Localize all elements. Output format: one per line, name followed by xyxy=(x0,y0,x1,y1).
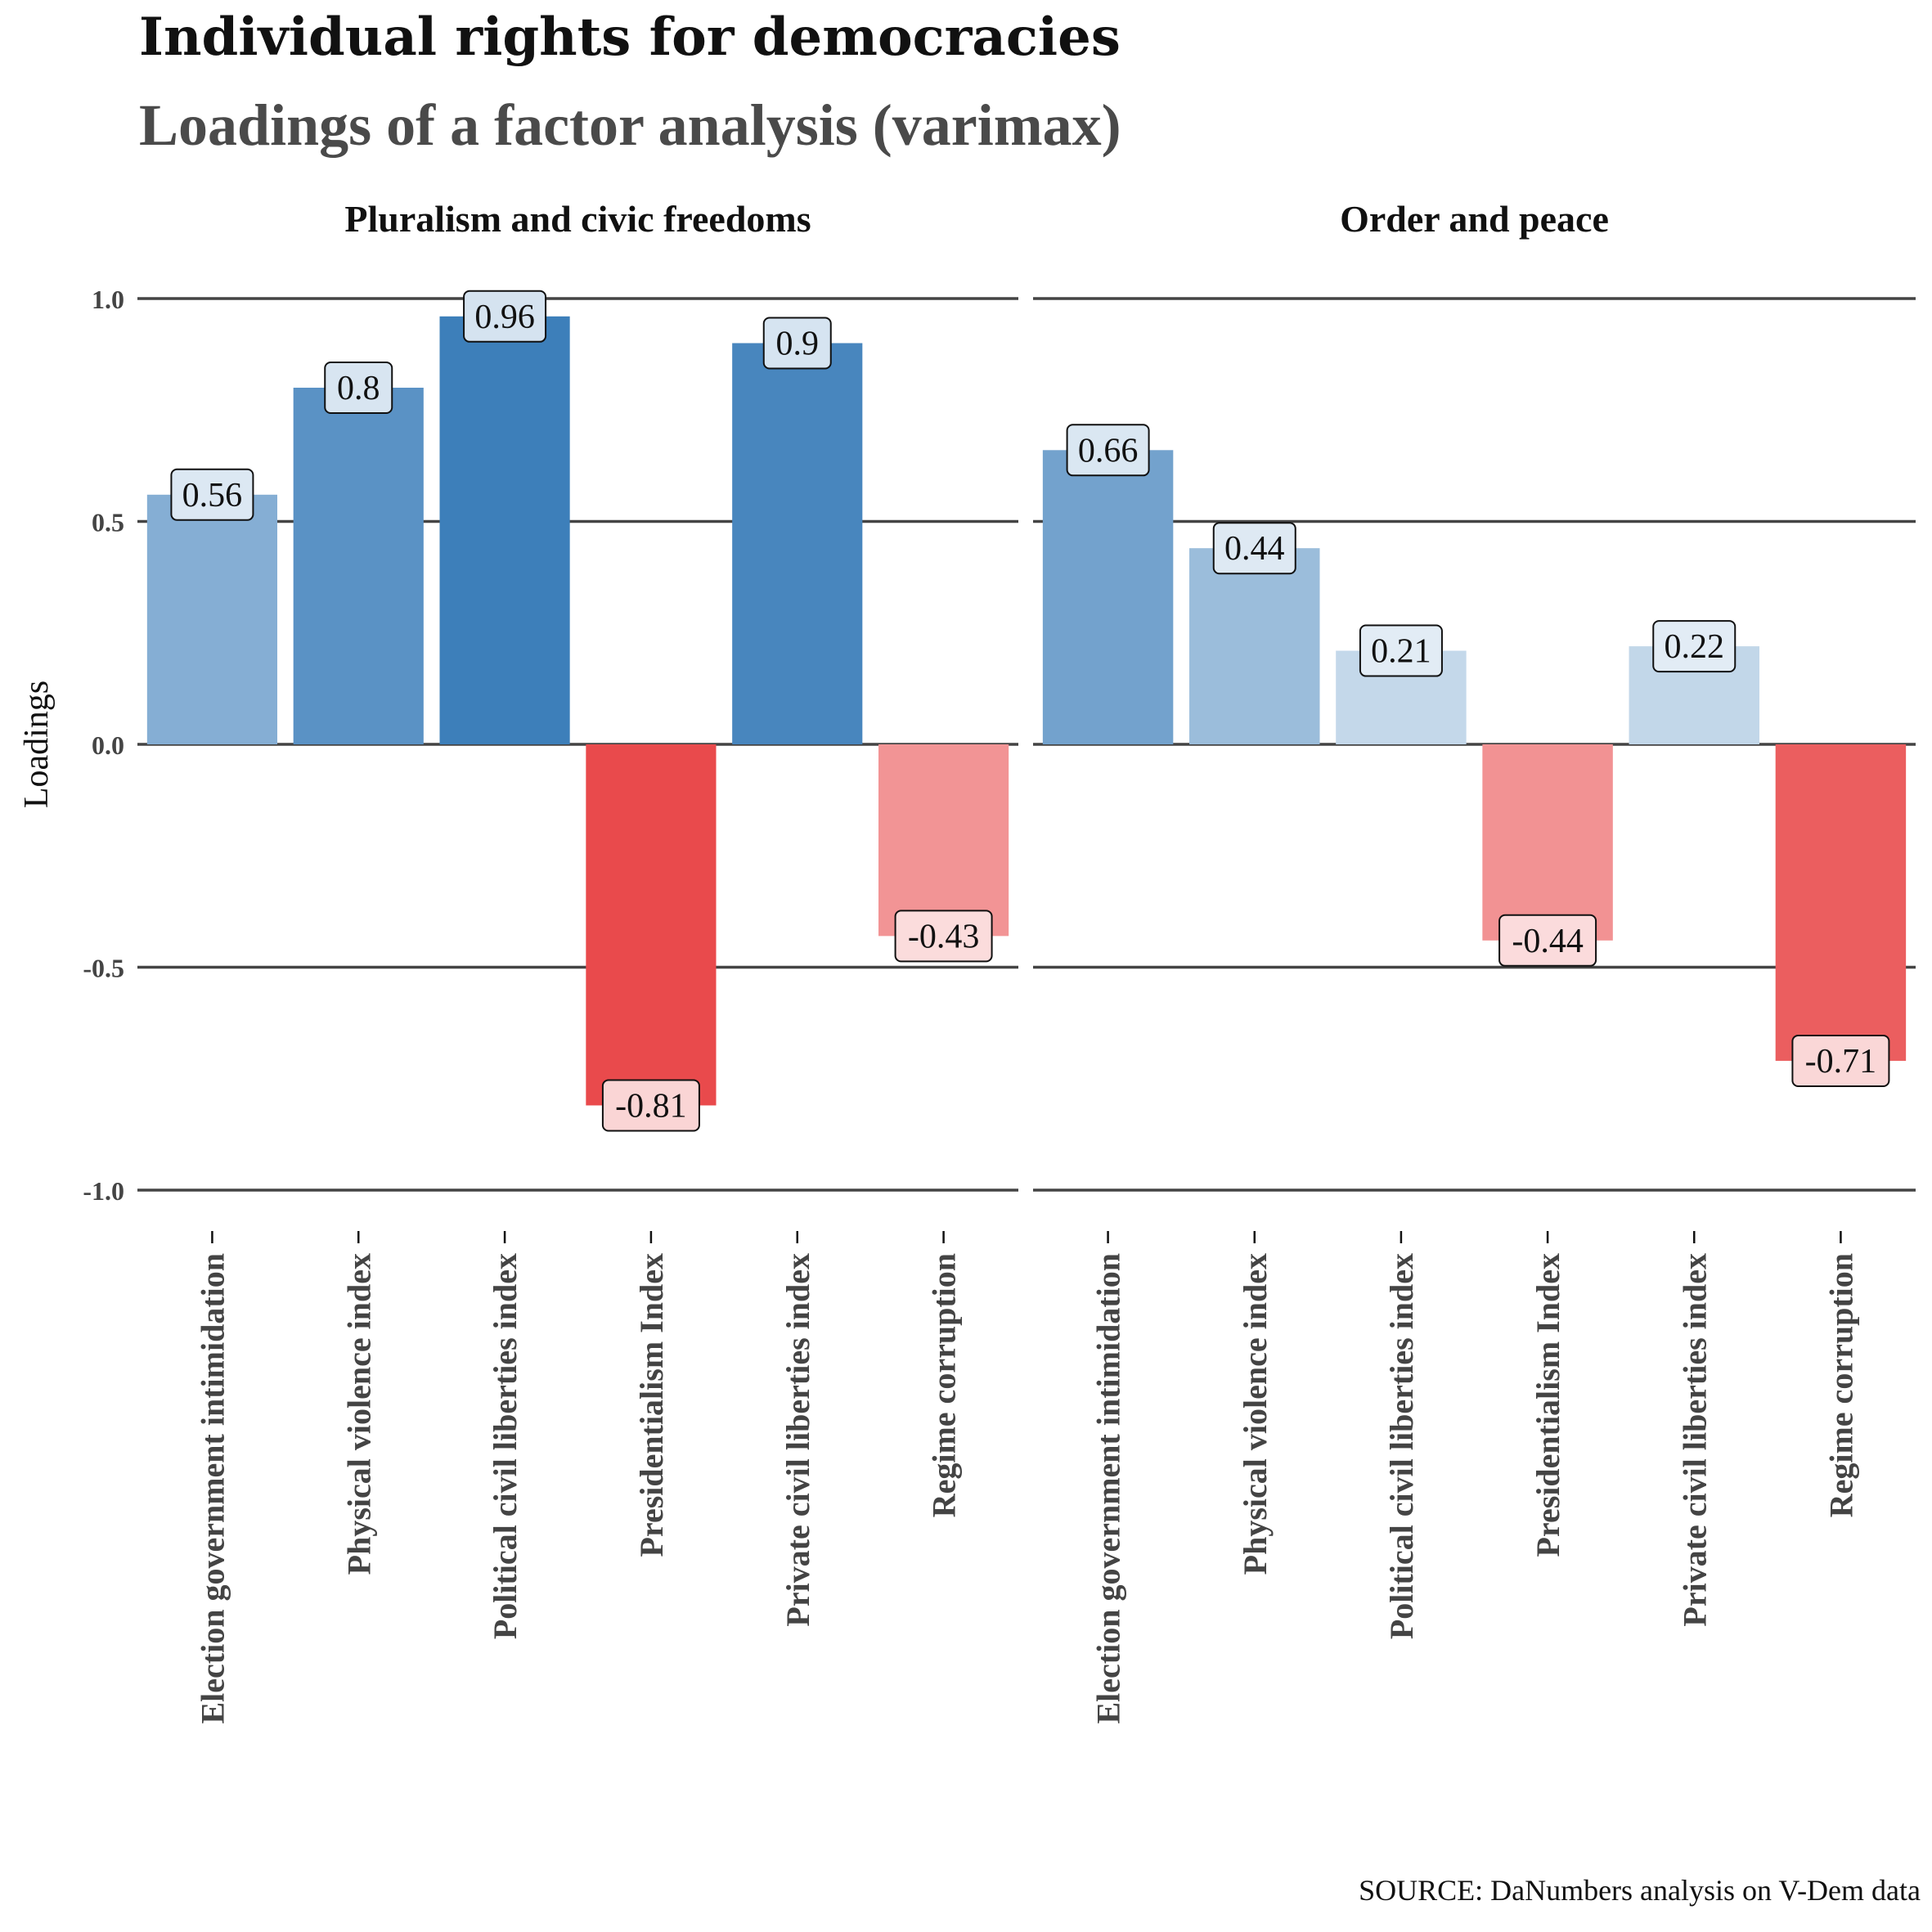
chart-subtitle: Loadings of a factor analysis (varimax) xyxy=(139,92,1121,158)
data-label-box xyxy=(463,290,547,343)
data-label-box xyxy=(762,317,832,370)
data-label: 0.44 xyxy=(1224,530,1285,568)
y-tick-label: 0.5 xyxy=(92,508,124,537)
bar xyxy=(1189,548,1320,744)
bar xyxy=(439,316,570,744)
data-label: 0.9 xyxy=(776,326,820,363)
source-caption: SOURCE: DaNumbers analysis on V-Dem data xyxy=(1359,1874,1921,1907)
x-axis: Election government intimidation Physical… xyxy=(194,1231,1859,1724)
x-tick-label: Regime corruption xyxy=(1822,1253,1859,1517)
data-label: -0.43 xyxy=(908,918,980,955)
bar xyxy=(146,494,277,744)
data-label-box xyxy=(1066,424,1150,477)
y-tick-label: -0.5 xyxy=(83,954,124,983)
x-tick-label: Political civil liberties index xyxy=(1383,1253,1420,1639)
y-tick-label: -1.0 xyxy=(83,1176,124,1206)
data-label-box xyxy=(1652,620,1737,673)
bar xyxy=(732,343,863,744)
bar xyxy=(1775,744,1907,1061)
data-label: 0.22 xyxy=(1665,628,1725,666)
gridlines xyxy=(137,297,1916,1192)
x-tick-label: Private civil liberties index xyxy=(780,1253,816,1627)
data-label-box xyxy=(1498,914,1597,967)
x-tick-label: Physical violence index xyxy=(1237,1253,1274,1575)
data-label: 0.56 xyxy=(182,477,243,514)
data-label-box xyxy=(1791,1034,1890,1087)
panel-strips: Pluralism and civic freedoms Order and pe… xyxy=(344,198,1609,240)
data-label-box xyxy=(1359,624,1443,677)
data-label: 0.96 xyxy=(474,299,535,336)
x-tick-label: Presidentialism Index xyxy=(1530,1253,1566,1557)
data-label: -0.44 xyxy=(1512,923,1584,960)
data-label: 0.8 xyxy=(337,370,380,407)
panel-title: Order and peace xyxy=(1340,198,1609,240)
x-tick-label: Political civil liberties index xyxy=(487,1253,523,1639)
chart-title: Individual rights for democracies xyxy=(139,7,1121,68)
bars xyxy=(146,316,1907,1106)
x-tick-label: Private civil liberties index xyxy=(1676,1253,1713,1627)
data-label: 0.66 xyxy=(1078,432,1139,470)
data-label-box xyxy=(1212,522,1296,575)
x-tick-label: Regime corruption xyxy=(926,1253,963,1517)
y-tick-label: 1.0 xyxy=(92,285,124,314)
bar xyxy=(586,744,717,1106)
data-label-box xyxy=(324,362,393,414)
x-tick-label: Election government intimidation xyxy=(194,1253,231,1724)
data-label-box xyxy=(894,910,993,963)
y-axis-title: Loadings xyxy=(18,681,56,808)
data-label: -0.71 xyxy=(1805,1043,1877,1081)
x-tick-label: Election government intimidation xyxy=(1090,1253,1127,1724)
bar xyxy=(293,388,424,744)
data-label-box xyxy=(170,468,254,521)
data-label: -0.81 xyxy=(615,1087,687,1125)
bar xyxy=(1482,744,1613,941)
y-axis: Loadings -1.0 -0.5 0.0 0.5 1.0 xyxy=(18,285,124,1206)
data-labels: 0.56 0.8 0.96 -0.81 0.9 -0.43 0.66 0.44 0.21 -0.4… xyxy=(170,290,1890,1132)
panel-title: Pluralism and civic freedoms xyxy=(344,198,811,240)
data-label-box xyxy=(601,1079,700,1132)
x-tick-label: Physical violence index xyxy=(340,1253,377,1575)
x-tick-label: Presidentialism Index xyxy=(633,1253,670,1557)
y-tick-label: 0.0 xyxy=(92,730,124,760)
bar xyxy=(878,744,1009,937)
bar xyxy=(1042,450,1174,744)
data-label: 0.21 xyxy=(1371,633,1431,671)
